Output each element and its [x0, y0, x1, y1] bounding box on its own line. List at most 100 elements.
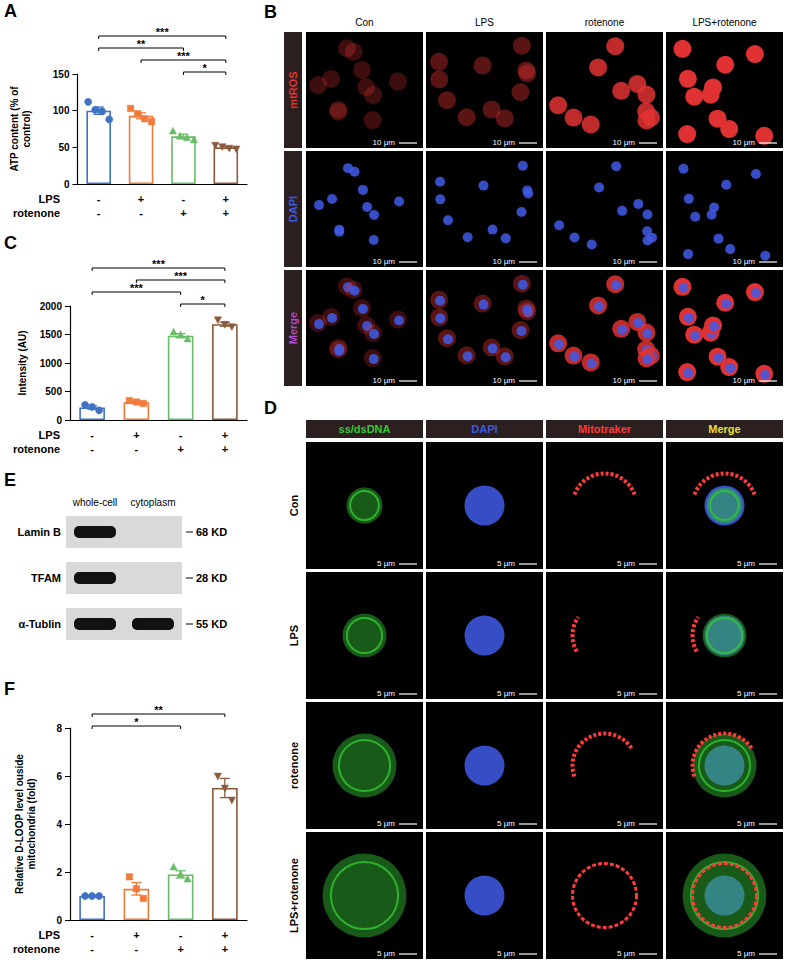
- svg-text:-: -: [179, 929, 183, 941]
- svg-text:10 μm: 10 μm: [613, 376, 636, 385]
- svg-text:Con: Con: [355, 17, 373, 28]
- svg-text:5 μm: 5 μm: [737, 689, 755, 698]
- svg-text:mitochondria (fold): mitochondria (fold): [26, 778, 37, 869]
- svg-text:TFAM: TFAM: [31, 572, 61, 584]
- svg-text:***: ***: [152, 258, 166, 270]
- svg-text:5 μm: 5 μm: [617, 949, 635, 958]
- svg-text:E: E: [4, 470, 16, 490]
- svg-text:Mitotraker: Mitotraker: [578, 423, 632, 435]
- svg-text:ATP content (% of: ATP content (% of: [9, 86, 20, 172]
- svg-text:5 μm: 5 μm: [497, 819, 515, 828]
- svg-text:+: +: [222, 929, 228, 941]
- svg-text:2000: 2000: [40, 301, 63, 312]
- svg-text:10 μm: 10 μm: [733, 138, 756, 147]
- svg-text:DAPI: DAPI: [287, 196, 299, 222]
- svg-text:0: 0: [56, 415, 62, 426]
- svg-text:6: 6: [56, 771, 62, 782]
- svg-text:-: -: [179, 429, 183, 441]
- svg-text:***: ***: [130, 282, 144, 294]
- svg-text:-: -: [90, 929, 94, 941]
- svg-text:4: 4: [56, 819, 62, 830]
- svg-text:Merge: Merge: [708, 423, 740, 435]
- svg-text:**: **: [154, 704, 163, 716]
- svg-text:1500: 1500: [40, 329, 63, 340]
- svg-text:rotenone: rotenone: [585, 17, 625, 28]
- svg-text:D: D: [264, 398, 277, 418]
- svg-text:cytoplasm: cytoplasm: [130, 497, 175, 508]
- svg-text:10 μm: 10 μm: [493, 376, 516, 385]
- svg-text:-: -: [135, 443, 139, 455]
- svg-text:10 μm: 10 μm: [493, 138, 516, 147]
- svg-text:LPS+rotenone: LPS+rotenone: [692, 17, 757, 28]
- svg-text:10 μm: 10 μm: [613, 257, 636, 266]
- svg-text:LPS+rotenone: LPS+rotenone: [288, 858, 300, 933]
- svg-text:rotenone: rotenone: [288, 742, 300, 789]
- svg-text:whole-cell: whole-cell: [72, 497, 117, 508]
- svg-text:0: 0: [56, 915, 62, 926]
- svg-text:28 KD: 28 KD: [196, 572, 227, 584]
- svg-text:8: 8: [56, 723, 62, 734]
- svg-text:rotenone: rotenone: [13, 443, 60, 455]
- svg-text:ss/dsDNA: ss/dsDNA: [339, 423, 391, 435]
- svg-text:10 μm: 10 μm: [373, 257, 396, 266]
- svg-text:10 μm: 10 μm: [733, 257, 756, 266]
- svg-text:**: **: [137, 38, 146, 50]
- svg-text:control): control): [21, 110, 32, 147]
- svg-text:5 μm: 5 μm: [617, 559, 635, 568]
- svg-text:Merge: Merge: [287, 312, 299, 344]
- svg-text:*: *: [202, 62, 207, 74]
- svg-text:2: 2: [56, 867, 62, 878]
- svg-text:***: ***: [156, 26, 170, 38]
- svg-text:-: -: [139, 207, 143, 219]
- svg-text:10 μm: 10 μm: [613, 138, 636, 147]
- svg-text:5 μm: 5 μm: [737, 949, 755, 958]
- svg-text:0: 0: [64, 179, 70, 190]
- svg-text:DAPI: DAPI: [471, 423, 497, 435]
- svg-text:A: A: [4, 1, 17, 21]
- svg-text:***: ***: [177, 50, 191, 62]
- svg-text:+: +: [180, 207, 186, 219]
- svg-text:-: -: [97, 193, 101, 205]
- svg-text:+: +: [177, 943, 183, 955]
- svg-text:*: *: [201, 294, 206, 306]
- svg-text:5 μm: 5 μm: [617, 819, 635, 828]
- svg-text:5 μm: 5 μm: [497, 559, 515, 568]
- svg-text:68 KD: 68 KD: [196, 526, 227, 538]
- svg-text:-: -: [90, 429, 94, 441]
- svg-text:100: 100: [53, 105, 70, 116]
- svg-text:10 μm: 10 μm: [733, 376, 756, 385]
- svg-text:+: +: [177, 443, 183, 455]
- svg-text:LPS: LPS: [288, 625, 300, 646]
- svg-text:5 μm: 5 μm: [377, 949, 395, 958]
- svg-text:LPS: LPS: [39, 193, 60, 205]
- svg-text:+: +: [133, 429, 139, 441]
- svg-text:5 μm: 5 μm: [377, 819, 395, 828]
- svg-text:+: +: [222, 943, 228, 955]
- svg-text:+: +: [222, 443, 228, 455]
- svg-text:-: -: [97, 207, 101, 219]
- svg-text:5 μm: 5 μm: [377, 559, 395, 568]
- svg-text:mtROS: mtROS: [287, 71, 299, 108]
- svg-text:5 μm: 5 μm: [497, 689, 515, 698]
- svg-text:Intensity (AU): Intensity (AU): [17, 331, 28, 396]
- svg-text:1000: 1000: [40, 358, 63, 369]
- svg-text:B: B: [264, 2, 277, 22]
- svg-text:5 μm: 5 μm: [737, 559, 755, 568]
- svg-text:5 μm: 5 μm: [617, 689, 635, 698]
- svg-text:F: F: [4, 679, 15, 699]
- svg-text:rotenone: rotenone: [13, 207, 60, 219]
- svg-text:+: +: [133, 929, 139, 941]
- svg-text:LPS: LPS: [39, 429, 60, 441]
- svg-text:Relative D-LOOP level ouside: Relative D-LOOP level ouside: [14, 754, 25, 894]
- svg-text:10 μm: 10 μm: [493, 257, 516, 266]
- svg-text:50: 50: [58, 142, 70, 153]
- svg-text:α-Tublin: α-Tublin: [18, 618, 61, 630]
- svg-text:5 μm: 5 μm: [377, 689, 395, 698]
- svg-text:55 KD: 55 KD: [196, 618, 227, 630]
- svg-text:-: -: [90, 943, 94, 955]
- svg-text:+: +: [223, 193, 229, 205]
- svg-text:LPS: LPS: [475, 17, 494, 28]
- svg-text:+: +: [138, 193, 144, 205]
- svg-text:+: +: [222, 429, 228, 441]
- svg-text:10 μm: 10 μm: [373, 138, 396, 147]
